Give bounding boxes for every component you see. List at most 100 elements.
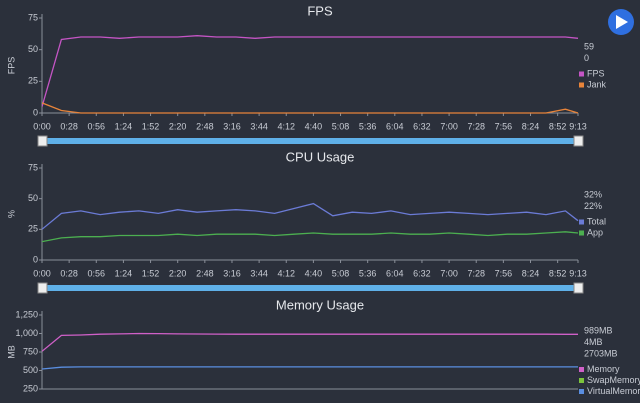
x-tick-label: 6:04 (386, 121, 404, 131)
current-value: 0 (584, 53, 589, 63)
legend-swatch (579, 367, 584, 372)
chart-title: CPU Usage (286, 149, 355, 164)
x-tick-label: 1:52 (142, 268, 160, 278)
x-tick-label: 7:28 (467, 268, 485, 278)
legend-swatch (579, 71, 584, 77)
series-line (42, 35, 579, 107)
x-tick-label: 3:44 (250, 121, 268, 131)
x-tick-label: 5:08 (332, 268, 350, 278)
legend-label: App (587, 227, 603, 237)
slider-handle[interactable] (37, 282, 48, 294)
x-tick-label: 3:16 (223, 121, 241, 131)
x-tick-label: 9:13 (569, 121, 587, 131)
series-line (42, 102, 579, 114)
x-tick-label: 7:56 (495, 121, 513, 131)
x-tick-label: 6:32 (413, 121, 431, 131)
series-line (42, 332, 578, 352)
legend-label: SwapMemory (587, 375, 640, 385)
y-tick-label: 750 (23, 346, 38, 356)
x-tick-label: 9:13 (569, 268, 587, 278)
x-tick-label: 4:40 (305, 268, 323, 278)
x-tick-label: 6:04 (386, 268, 404, 278)
legend-swatch (579, 230, 584, 236)
current-value: 22% (584, 201, 602, 211)
legend-label: Memory (587, 364, 620, 374)
x-tick-label: 0:56 (88, 121, 106, 131)
x-tick-label: 8:24 (522, 268, 540, 278)
current-value: 4MB (584, 337, 603, 347)
slider-handle[interactable] (573, 135, 584, 147)
x-tick-label: 1:52 (142, 121, 160, 131)
series-line (42, 366, 578, 370)
x-tick-label: 7:56 (495, 268, 513, 278)
legend-label: VirtualMemory (587, 386, 640, 396)
series-line (42, 202, 579, 230)
x-tick-label: 0:28 (60, 121, 78, 131)
x-tick-label: 2:20 (169, 121, 187, 131)
x-tick-label: 2:48 (196, 121, 214, 131)
current-value: 32% (584, 189, 602, 199)
x-tick-label: 0:28 (60, 268, 78, 278)
chart-title: FPS (307, 3, 333, 18)
x-tick-label: 1:24 (115, 268, 133, 278)
plot (42, 35, 579, 114)
current-value: 59 (584, 41, 594, 51)
x-tick-label: 0:00 (33, 268, 51, 278)
y-tick-label: 50 (28, 193, 38, 203)
x-tick-label: 4:12 (277, 121, 295, 131)
x-tick-label: 0:56 (88, 268, 106, 278)
x-tick-label: 7:28 (467, 121, 485, 131)
x-tick-label: 8:52 (549, 121, 567, 131)
legend-swatch (579, 219, 584, 225)
y-tick-label: 75 (28, 162, 38, 172)
x-tick-label: 2:48 (196, 268, 214, 278)
x-tick-label: 4:40 (305, 121, 323, 131)
plot (42, 202, 579, 243)
legend-swatch (579, 82, 584, 88)
x-tick-label: 5:36 (359, 268, 377, 278)
legend-label: Jank (587, 79, 607, 89)
x-tick-label: 8:52 (549, 268, 567, 278)
legend-swatch (579, 389, 584, 394)
y-axis-label: FPS (6, 57, 16, 75)
y-tick-label: 1,000 (15, 328, 38, 338)
current-value: 2703MB (584, 348, 618, 358)
slider-handle[interactable] (37, 135, 48, 147)
y-tick-label: 500 (23, 365, 38, 375)
legend-label: FPS (587, 68, 605, 78)
y-tick-label: 1,250 (15, 309, 38, 319)
y-tick-label: 25 (28, 76, 38, 86)
range-slider (44, 285, 578, 291)
current-value: 989MB (584, 325, 613, 335)
chart-title: Memory Usage (276, 297, 364, 312)
y-tick-label: 0 (33, 107, 38, 117)
y-tick-label: 250 (23, 383, 38, 393)
legend-swatch (579, 378, 584, 383)
x-tick-label: 1:24 (115, 121, 133, 131)
x-tick-label: 8:24 (522, 121, 540, 131)
x-tick-label: 3:44 (250, 268, 268, 278)
y-axis-label: % (6, 210, 16, 218)
plot (42, 332, 578, 370)
series-line (42, 231, 579, 243)
x-tick-label: 7:00 (440, 268, 458, 278)
legend-label: Total (587, 216, 606, 226)
x-tick-label: 4:12 (277, 268, 295, 278)
y-axis-label: MB (6, 345, 16, 359)
y-tick-label: 0 (33, 254, 38, 264)
x-tick-label: 7:00 (440, 121, 458, 131)
x-tick-label: 5:08 (332, 121, 350, 131)
x-tick-label: 0:00 (33, 121, 51, 131)
y-tick-label: 25 (28, 224, 38, 234)
x-tick-label: 5:36 (359, 121, 377, 131)
y-tick-label: 75 (28, 12, 38, 22)
slider-handle[interactable] (573, 282, 584, 294)
play-button[interactable] (608, 9, 634, 35)
y-tick-label: 50 (28, 44, 38, 54)
range-slider (44, 138, 578, 144)
x-tick-label: 6:32 (413, 268, 431, 278)
x-tick-label: 2:20 (169, 268, 187, 278)
x-tick-label: 3:16 (223, 268, 241, 278)
